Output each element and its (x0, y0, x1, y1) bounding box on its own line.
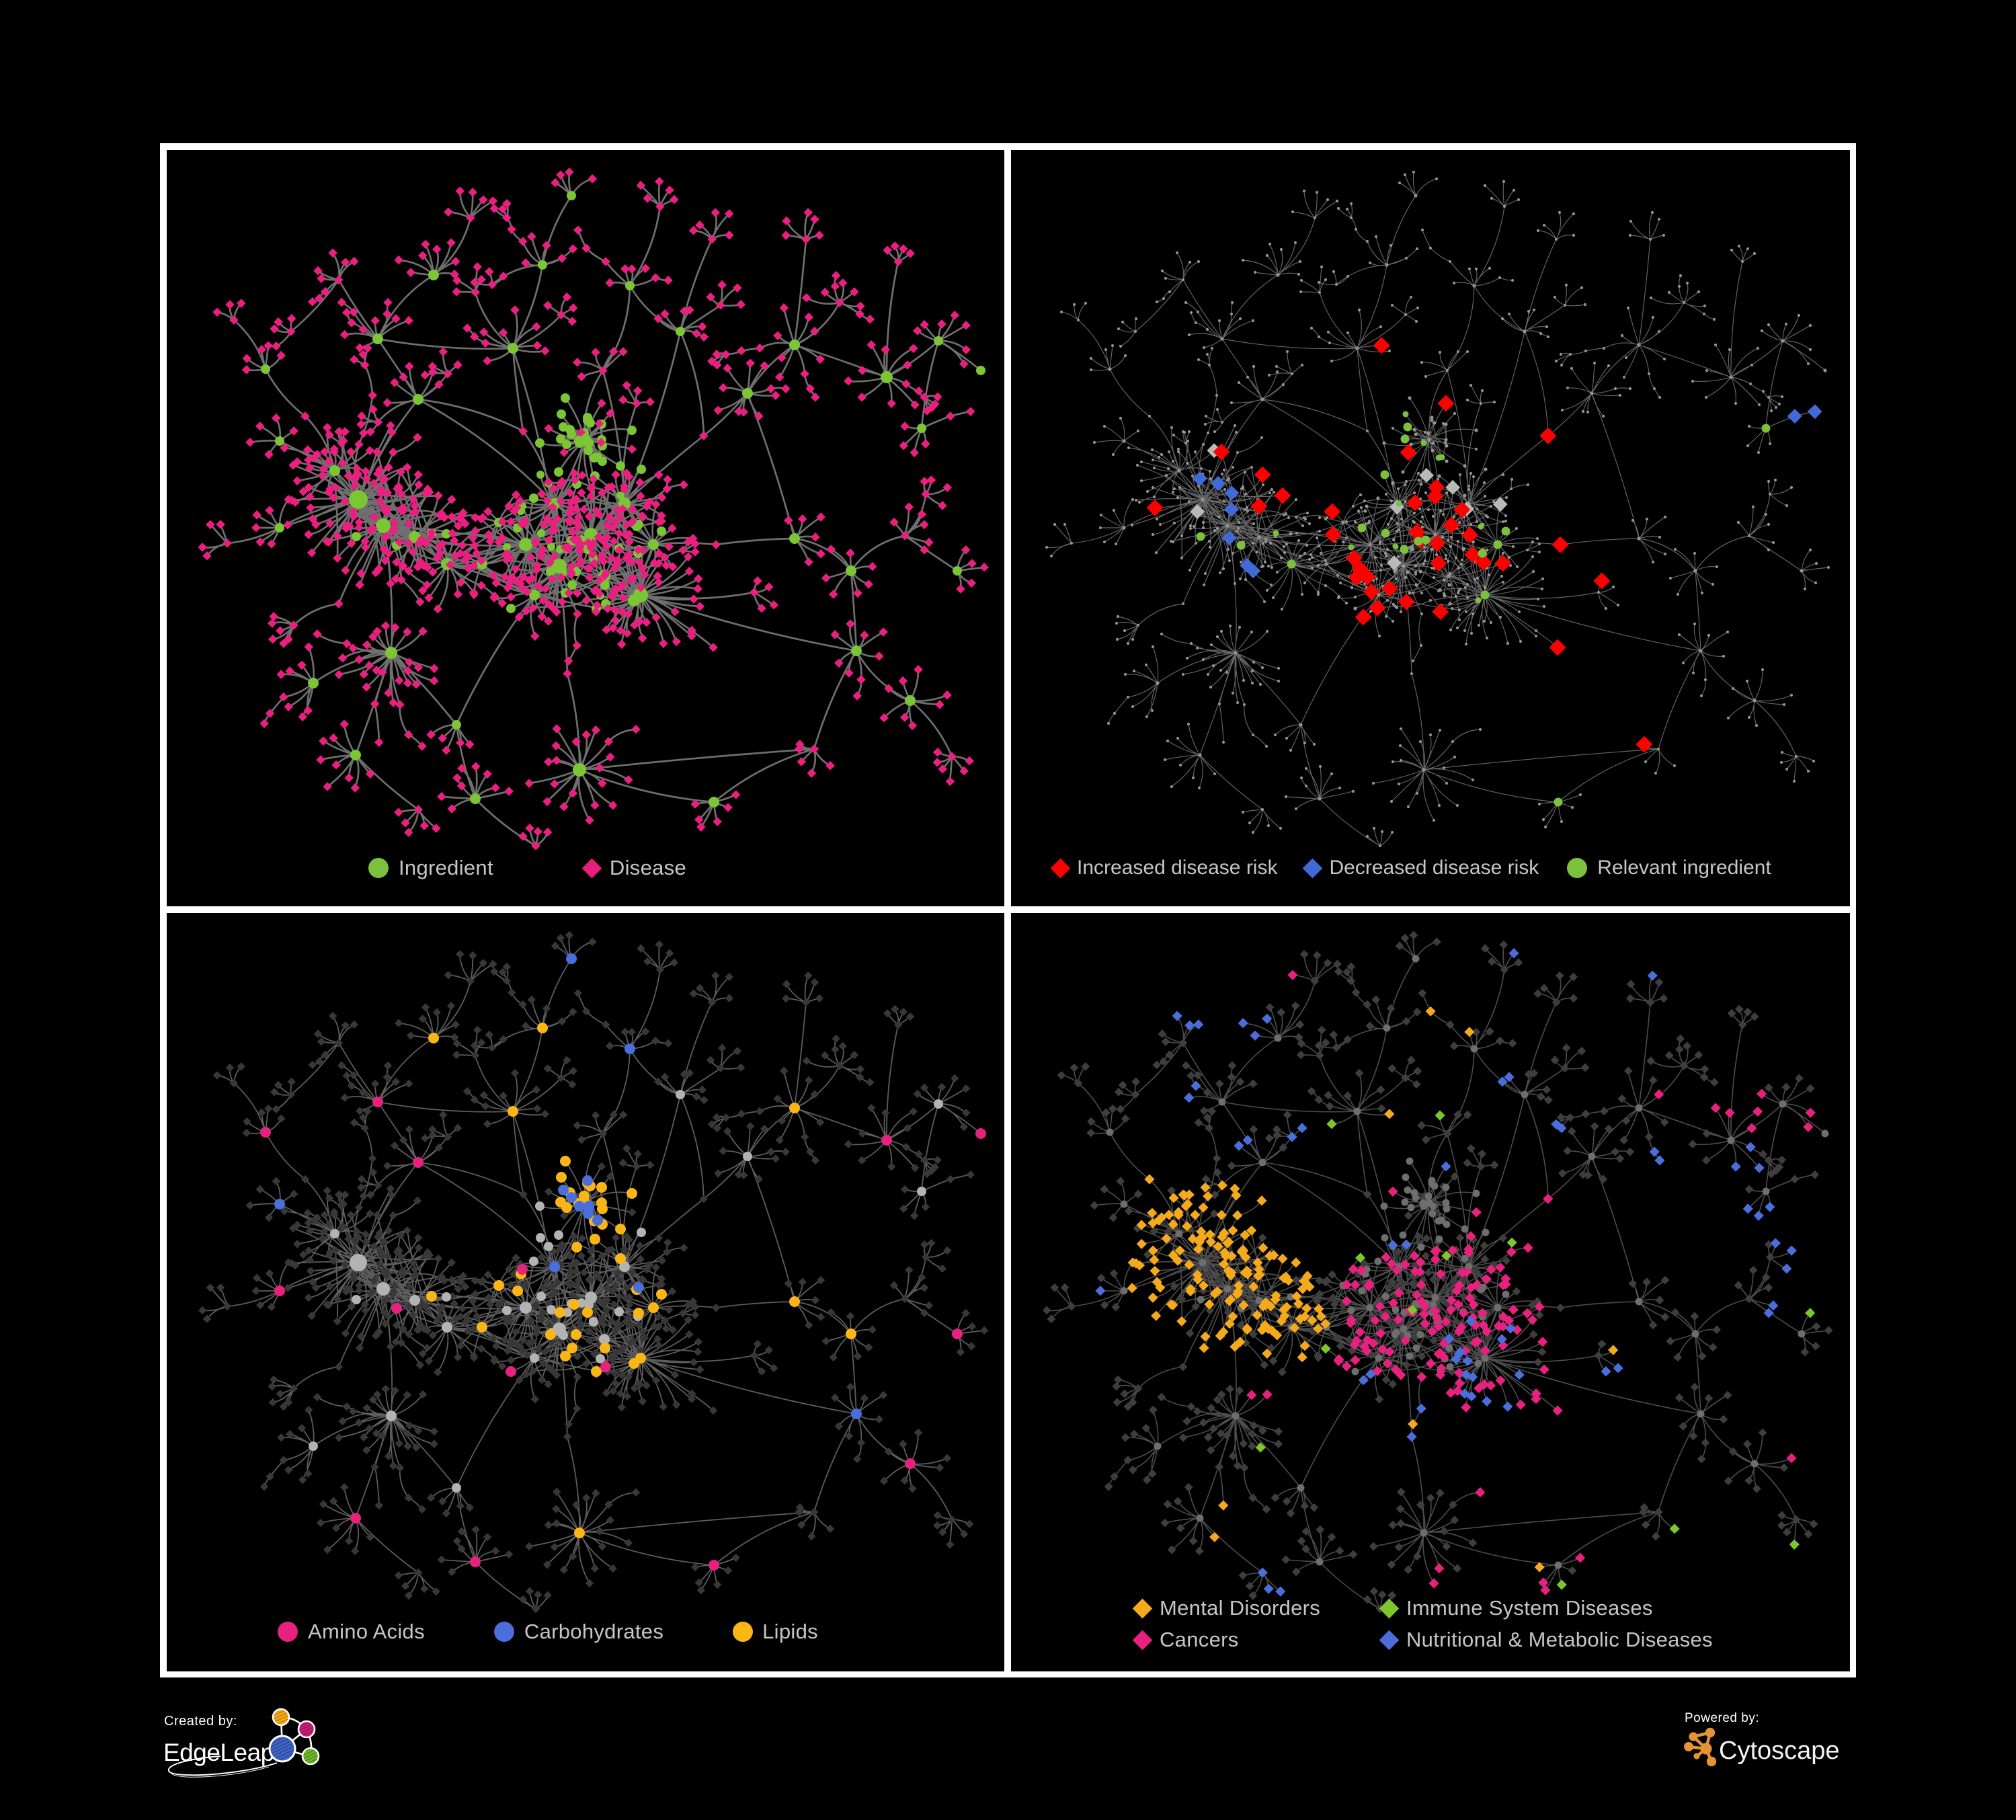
svg-text:Powered by:: Powered by: (1685, 1711, 1759, 1725)
svg-text:EdgeLeap: EdgeLeap (163, 1739, 274, 1766)
svg-text:Cytoscape: Cytoscape (1719, 1737, 1840, 1765)
svg-text:Created by:: Created by: (164, 1714, 237, 1729)
